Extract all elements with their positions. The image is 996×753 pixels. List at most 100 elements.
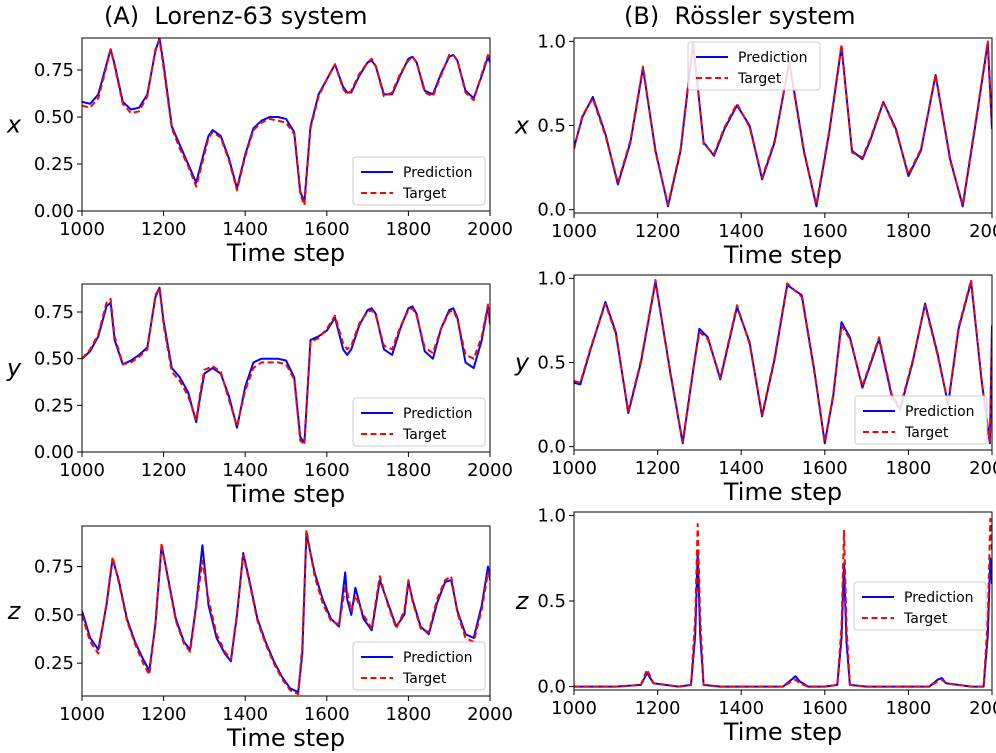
- legend-label-prediction: Prediction: [904, 590, 974, 606]
- y-tick-label: 0.0: [537, 200, 566, 221]
- chart-b-z: 1000 1200 1400 1600 1800 2000 0.0 0.5 1.0 Time st…: [515, 505, 996, 746]
- y-tick-label: 0.5: [537, 116, 566, 137]
- x-tick-label: 1600: [304, 704, 350, 725]
- legend-label-prediction: Prediction: [403, 165, 473, 181]
- legend-label-target: Target: [903, 611, 948, 627]
- x-axis-label: Time step: [723, 718, 842, 746]
- y-axis-label: y: [6, 354, 22, 382]
- x-tick-label: 2000: [969, 221, 996, 242]
- legend: Prediction Target: [853, 581, 987, 631]
- legend: Prediction Target: [352, 641, 486, 691]
- series-line-target: [82, 38, 490, 207]
- y-tick-label: 0.75: [34, 302, 74, 323]
- x-tick-label: 1400: [222, 704, 268, 725]
- series-line-target: [82, 528, 490, 696]
- x-tick-label: 1800: [385, 704, 431, 725]
- legend-label-target: Target: [402, 427, 447, 443]
- y-axis-label: y: [514, 349, 530, 377]
- panel-b-title: (B) Rössler system: [624, 2, 855, 30]
- x-tick-label: 1400: [718, 221, 764, 242]
- series-line-target: [574, 517, 992, 688]
- x-tick-label: 1000: [551, 458, 597, 479]
- x-tick-label: 1600: [802, 221, 848, 242]
- y-tick-label: 0.50: [34, 107, 74, 128]
- axes-frame: [81, 37, 491, 212]
- y-tick-label: 0.25: [34, 154, 74, 175]
- legend-label-prediction: Prediction: [403, 406, 473, 422]
- chart-b-x: 1000 1200 1400 1600 1800 2000 0.0 0.5 1.0 Time st…: [514, 31, 996, 269]
- x-tick-label: 1600: [304, 460, 350, 481]
- x-tick-label: 1400: [222, 219, 268, 240]
- x-tick-label: 1200: [141, 704, 187, 725]
- x-tick-label: 1200: [635, 698, 681, 719]
- x-tick-label: 1800: [885, 458, 931, 479]
- chart-a-x: 1000 1200 1400 1600 1800 2000 0.00 0.25 0.50 0.75…: [6, 37, 513, 267]
- panel-a-system-name: Lorenz-63 system: [154, 2, 368, 30]
- x-tick-label: 1600: [802, 458, 848, 479]
- series-line-target: [574, 40, 992, 206]
- y-tick-label: 0.75: [34, 557, 74, 578]
- x-tick-label: 1000: [59, 704, 105, 725]
- x-tick-label: 1200: [635, 221, 681, 242]
- x-axis-label: Time step: [226, 239, 345, 267]
- y-tick-label: 0.5: [537, 591, 566, 612]
- legend: Prediction Target: [352, 397, 486, 447]
- panel-a-letter: (A): [104, 2, 140, 30]
- x-tick-label: 1600: [802, 698, 848, 719]
- x-tick-label: 1200: [141, 219, 187, 240]
- series-line-prediction: [82, 286, 490, 444]
- legend-label-target: Target: [904, 425, 949, 441]
- legend-label-target: Target: [402, 671, 447, 687]
- x-tick-label: 2000: [969, 698, 996, 719]
- panel-b-system-name: Rössler system: [674, 2, 856, 30]
- chart-a-y: 1000 1200 1400 1600 1800 2000 0.00 0.25 0.50 0.75…: [6, 283, 513, 508]
- x-tick-label: 1800: [385, 219, 431, 240]
- y-axis-label: x: [6, 111, 22, 139]
- x-tick-label: 1000: [551, 221, 597, 242]
- x-tick-label: 1000: [59, 460, 105, 481]
- y-tick-label: 0.00: [34, 442, 74, 463]
- y-tick-label: 0.25: [34, 653, 74, 674]
- x-axis-label: Time step: [226, 480, 345, 508]
- x-tick-label: 1200: [141, 460, 187, 481]
- y-tick-label: 0.50: [34, 349, 74, 370]
- x-tick-label: 1800: [885, 698, 931, 719]
- y-axis-label: z: [515, 587, 530, 615]
- x-tick-label: 2000: [969, 458, 996, 479]
- legend-label-prediction: Prediction: [905, 404, 975, 420]
- x-tick-label: 1600: [304, 219, 350, 240]
- legend: Prediction Target: [352, 156, 486, 206]
- panel-b-letter: (B): [624, 2, 660, 30]
- chart-a-z: 1000 1200 1400 1600 1800 2000 0.25 0.50 0.75 Time…: [7, 525, 513, 752]
- x-axis-label: Time step: [723, 241, 842, 269]
- legend: Prediction Target: [687, 41, 821, 91]
- series-line-target: [574, 279, 992, 443]
- x-tick-label: 1400: [718, 458, 764, 479]
- y-tick-label: 0.00: [34, 201, 74, 222]
- y-tick-label: 1.0: [537, 505, 566, 526]
- legend: Prediction Target: [854, 395, 988, 445]
- x-tick-label: 1400: [222, 460, 268, 481]
- x-tick-label: 1000: [551, 698, 597, 719]
- x-tick-label: 1400: [718, 698, 764, 719]
- x-tick-label: 1800: [885, 221, 931, 242]
- axes-frame: [81, 283, 491, 453]
- panel-a-title: (A) Lorenz-63 system: [104, 2, 368, 30]
- legend-label-prediction: Prediction: [403, 650, 473, 666]
- x-axis-label: Time step: [723, 478, 842, 506]
- y-tick-label: 0.0: [537, 677, 566, 698]
- chart-b-y: 1000 1200 1400 1600 1800 2000 0.0 0.5 1.0 Time st…: [514, 268, 996, 506]
- legend-label-target: Target: [402, 186, 447, 202]
- x-tick-label: 2000: [467, 219, 513, 240]
- legend-label-prediction: Prediction: [738, 50, 808, 66]
- y-axis-label: z: [7, 597, 22, 625]
- y-tick-label: 0.75: [34, 60, 74, 81]
- x-axis-label: Time step: [226, 724, 345, 752]
- series-line-target: [82, 286, 490, 446]
- legend-label-target: Target: [737, 71, 782, 87]
- x-tick-label: 1800: [385, 460, 431, 481]
- y-tick-label: 1.0: [537, 31, 566, 52]
- x-tick-label: 2000: [467, 460, 513, 481]
- y-tick-label: 0.0: [537, 437, 566, 458]
